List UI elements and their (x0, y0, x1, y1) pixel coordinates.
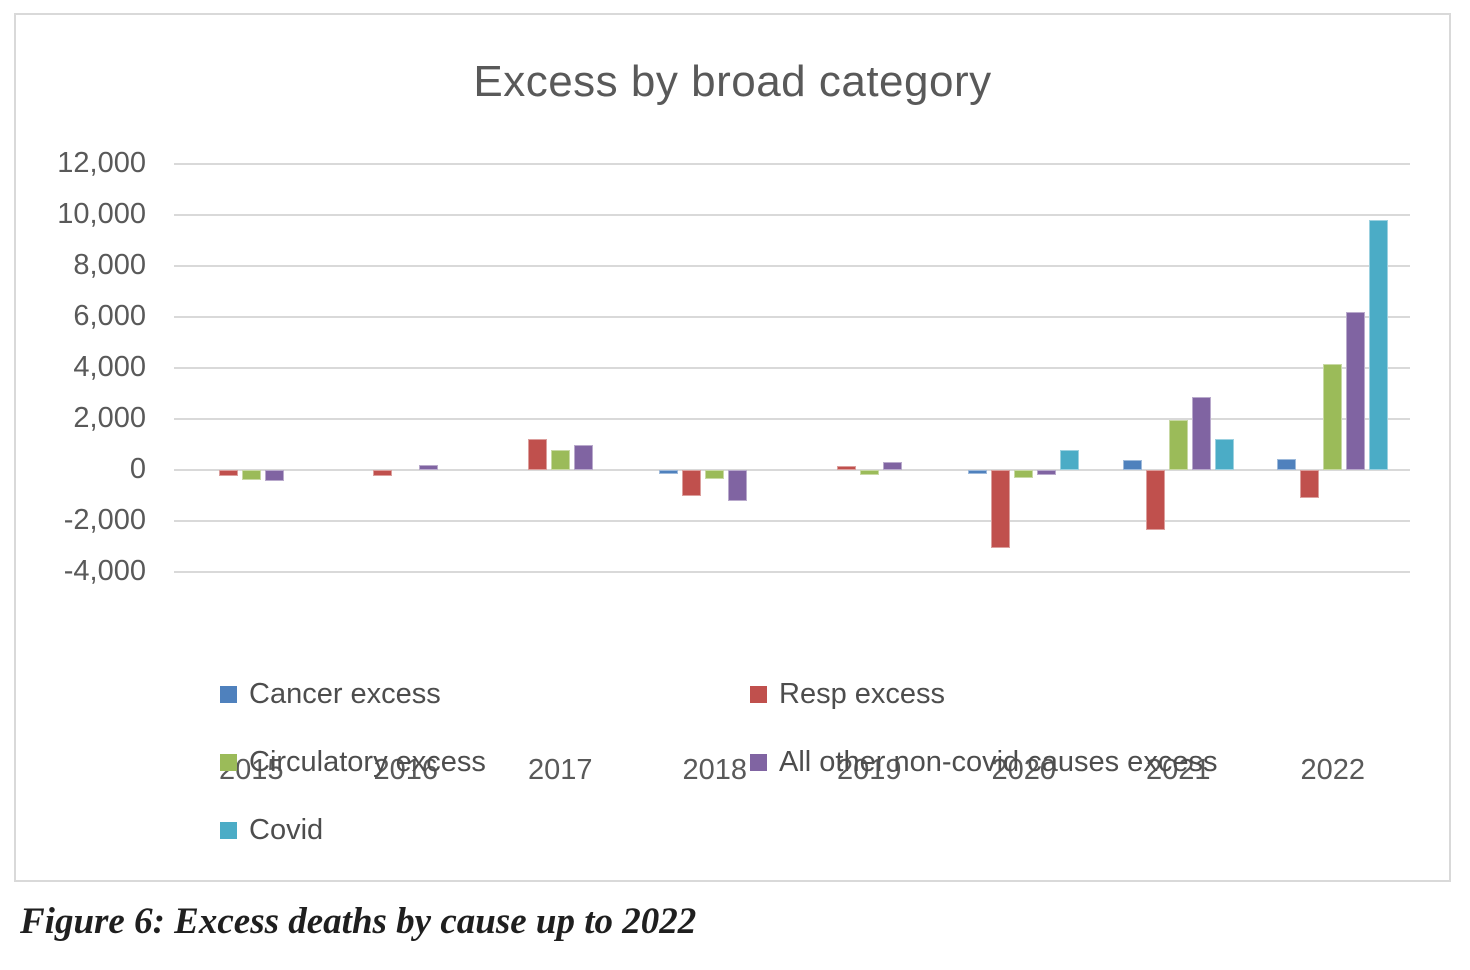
legend-swatch-resp-excess (750, 685, 767, 703)
bar-all-other-non-covid-causes-excess-2015 (264, 470, 284, 481)
legend-item-all-other-non-covid-causes-excess: All other non-covid causes excess (750, 745, 1217, 779)
y-axis-tick-label: 0 (129, 453, 146, 485)
bar-all-other-non-covid-causes-excess-2019 (882, 462, 902, 470)
bar-all-other-non-covid-causes-excess-2022 (1346, 311, 1366, 470)
gridline (174, 571, 1410, 573)
bar-resp-excess-2020 (991, 470, 1011, 548)
gridline (174, 265, 1410, 267)
bar-all-other-non-covid-causes-excess-2021 (1191, 397, 1211, 470)
figure-caption: Figure 6: Excess deaths by cause up to 2… (20, 901, 697, 942)
x-axis-tick-label: 2017 (527, 754, 593, 786)
legend-item-circulatory-excess: Circulatory excess (220, 745, 750, 779)
legend-swatch-all-other-non-covid-causes-excess (750, 753, 767, 771)
bar-cancer-excess-2022 (1277, 458, 1297, 470)
x-axis-tick-label: 2021 (1145, 754, 1211, 786)
legend-label: Cancer excess (249, 677, 441, 710)
bar-all-other-non-covid-causes-excess-2017 (573, 444, 593, 470)
legend-label: Resp excess (779, 677, 946, 710)
bar-covid-2020 (1060, 449, 1080, 470)
legend: Cancer excess Resp excess Circulatory exce… (220, 677, 1217, 847)
bar-cancer-excess-2018 (659, 470, 679, 474)
legend-label: All other non-covid causes excess (779, 745, 1218, 778)
x-axis-tick-label: 2022 (1300, 754, 1365, 786)
x-axis-tick-label: 2019 (836, 754, 902, 786)
bar-resp-excess-2022 (1300, 470, 1320, 499)
y-axis-tick-label: 8,000 (73, 249, 146, 281)
legend-swatch-circulatory-excess (220, 753, 237, 771)
y-axis-tick-label: 6,000 (73, 300, 146, 332)
gridline (174, 163, 1410, 165)
y-axis-tick-label: -4,000 (63, 555, 146, 587)
bar-circulatory-excess-2018 (705, 470, 725, 479)
bar-cancer-excess-2020 (968, 470, 988, 474)
bar-circulatory-excess-2020 (1014, 470, 1034, 478)
gridline (174, 316, 1410, 318)
gridline (174, 520, 1410, 522)
figure-frame: Excess by broad category 12,000 10,000 8,0… (14, 13, 1451, 882)
legend-swatch-cancer-excess (220, 685, 237, 703)
legend-item-covid: Covid (220, 813, 750, 847)
y-axis-tick-label: 2,000 (73, 402, 146, 434)
y-axis-tick-label: 12,000 (57, 147, 146, 179)
legend-item-cancer-excess: Cancer excess (220, 677, 750, 711)
y-axis-tick-label: -2,000 (63, 504, 146, 536)
chart-title: Excess by broad category (473, 57, 992, 106)
y-axis-tick-label: 10,000 (57, 198, 146, 230)
bar-circulatory-excess-2019 (859, 470, 879, 476)
gridline (174, 367, 1410, 369)
bar-cancer-excess-2021 (1122, 459, 1142, 470)
legend-label: Covid (249, 813, 324, 846)
bar-resp-excess-2017 (527, 439, 547, 470)
bar-circulatory-excess-2017 (550, 449, 570, 470)
bar-circulatory-excess-2015 (241, 470, 261, 481)
bar-covid-2022 (1369, 220, 1389, 470)
bar-all-other-non-covid-causes-excess-2016 (419, 464, 439, 470)
legend-item-resp-excess: Resp excess (750, 677, 1217, 711)
bar-resp-excess-2016 (373, 470, 393, 477)
gridline (174, 214, 1410, 216)
bar-circulatory-excess-2022 (1323, 364, 1343, 470)
bar-all-other-non-covid-causes-excess-2020 (1037, 470, 1057, 476)
legend-swatch-covid (220, 821, 237, 839)
x-axis-tick-label: 2016 (373, 754, 438, 786)
plot-area: 12,000 10,000 8,000 6,000 4,000 2,000 0 -2,000 -… (57, 147, 1410, 786)
gridline (174, 469, 1410, 471)
legend-label: Circulatory excess (249, 745, 486, 778)
bar-resp-excess-2015 (218, 470, 238, 477)
bar-resp-excess-2019 (836, 466, 856, 470)
x-axis-tick-label: 2018 (682, 754, 747, 786)
x-axis-tick-label: 2020 (991, 754, 1056, 786)
bar-resp-excess-2018 (682, 470, 702, 496)
bar-covid-2021 (1214, 439, 1234, 470)
y-axis-tick-label: 4,000 (73, 351, 146, 383)
gridline (174, 418, 1410, 420)
bar-resp-excess-2021 (1145, 470, 1165, 530)
bar-circulatory-excess-2021 (1168, 420, 1188, 470)
bar-all-other-non-covid-causes-excess-2018 (728, 470, 748, 501)
